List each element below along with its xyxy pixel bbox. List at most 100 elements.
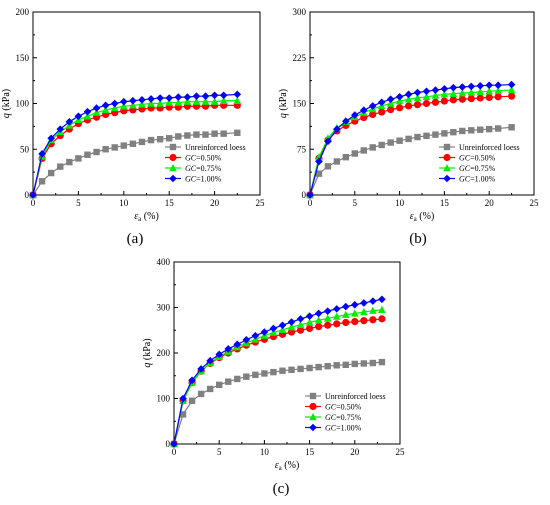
data-point (306, 364, 313, 372)
data-point (477, 126, 484, 133)
data-point (494, 81, 502, 89)
x-tick-label: 20 (350, 447, 360, 457)
data-point (369, 110, 377, 119)
data-point (360, 308, 368, 316)
data-point (306, 324, 314, 333)
legend-marker (309, 402, 317, 411)
data-point (422, 92, 431, 100)
x-axis-label: εa (%) (275, 460, 300, 472)
data-point (449, 83, 458, 92)
data-point (183, 97, 192, 105)
x-tick-label: 0 (172, 447, 177, 457)
data-point (92, 104, 101, 112)
data-point (147, 99, 155, 107)
data-point (165, 94, 173, 102)
y-tick-label: 0 (302, 190, 307, 200)
data-point (360, 317, 368, 325)
data-point (29, 191, 37, 199)
data-point (494, 125, 502, 132)
data-point (110, 99, 119, 108)
data-point (206, 385, 214, 393)
data-point (233, 96, 242, 104)
data-point (404, 95, 413, 103)
data-point (306, 191, 314, 199)
chart-panel-b: 0 5 10 15 20 25 0 75 150 225 300 εa (%) q (kPa) Unrei… (278, 7, 539, 223)
data-point (278, 325, 287, 333)
x-tick-label: 5 (217, 447, 222, 457)
data-point (351, 360, 358, 368)
data-point (485, 81, 493, 89)
data-point (369, 297, 377, 305)
x-tick-label: 5 (353, 198, 358, 208)
data-point (210, 91, 219, 100)
data-point (449, 96, 457, 104)
data-point (47, 169, 55, 177)
legend-label: GC=0.75% (185, 164, 222, 173)
data-point (296, 326, 305, 334)
data-point (342, 117, 350, 125)
data-point (387, 139, 394, 146)
data-point (351, 300, 359, 309)
data-point (508, 124, 515, 131)
data-point (351, 111, 359, 119)
data-point (476, 87, 485, 96)
data-point (423, 132, 430, 140)
data-point (414, 133, 421, 141)
data-point (449, 89, 458, 97)
data-point (270, 368, 277, 376)
data-point (234, 129, 241, 136)
data-point (440, 90, 449, 98)
data-point (224, 345, 233, 353)
data-point (369, 144, 376, 151)
data-point (324, 137, 332, 146)
panel-label: (c) (273, 481, 290, 497)
data-point (458, 95, 466, 103)
legend-label: GC=1.00% (459, 175, 496, 184)
x-tick-label: 20 (210, 198, 220, 208)
data-point (166, 135, 173, 142)
data-point (201, 97, 210, 105)
y-tick-label: 0 (166, 439, 171, 449)
data-point (494, 86, 502, 94)
legend-label: GC=0.75% (459, 164, 496, 173)
data-point (458, 89, 467, 97)
legend: Unreinforced loess GC=0.50%GC=0.75% GC=1.0… (305, 392, 386, 433)
legend-marker (443, 164, 451, 172)
data-point (38, 178, 46, 185)
y-tick-label: 100 (157, 394, 171, 404)
data-point (323, 314, 332, 322)
data-point (93, 148, 100, 156)
legend-marker (169, 174, 177, 183)
data-point (278, 321, 287, 330)
data-point (440, 85, 449, 93)
data-point (360, 299, 368, 307)
x-tick-label: 15 (440, 198, 450, 208)
series-3 (170, 295, 386, 448)
data-point (314, 309, 323, 318)
legend: Unreinforced loess GC=0.50%GC=0.75% GC=1.0… (439, 143, 520, 184)
data-point (120, 102, 128, 110)
data-point (211, 130, 218, 137)
data-point (333, 320, 341, 328)
data-point (210, 97, 219, 105)
x-tick-label: 20 (485, 198, 495, 208)
data-point (404, 90, 413, 99)
data-point (333, 158, 341, 165)
legend-label: GC=0.75% (325, 413, 362, 422)
legend-label: GC=0.50% (185, 154, 222, 163)
data-point (65, 118, 74, 126)
data-point (56, 125, 65, 133)
data-point (378, 295, 386, 304)
legend-label: GC=0.50% (459, 154, 496, 163)
data-point (507, 80, 516, 89)
data-point (188, 376, 196, 385)
data-point (234, 375, 241, 383)
data-point (395, 92, 404, 101)
data-point (467, 95, 475, 103)
data-point (215, 350, 223, 359)
data-point (174, 98, 183, 106)
legend-label: Unreinforced loess (325, 392, 386, 401)
data-point (342, 318, 350, 327)
data-point (341, 302, 350, 311)
data-point (476, 82, 485, 90)
